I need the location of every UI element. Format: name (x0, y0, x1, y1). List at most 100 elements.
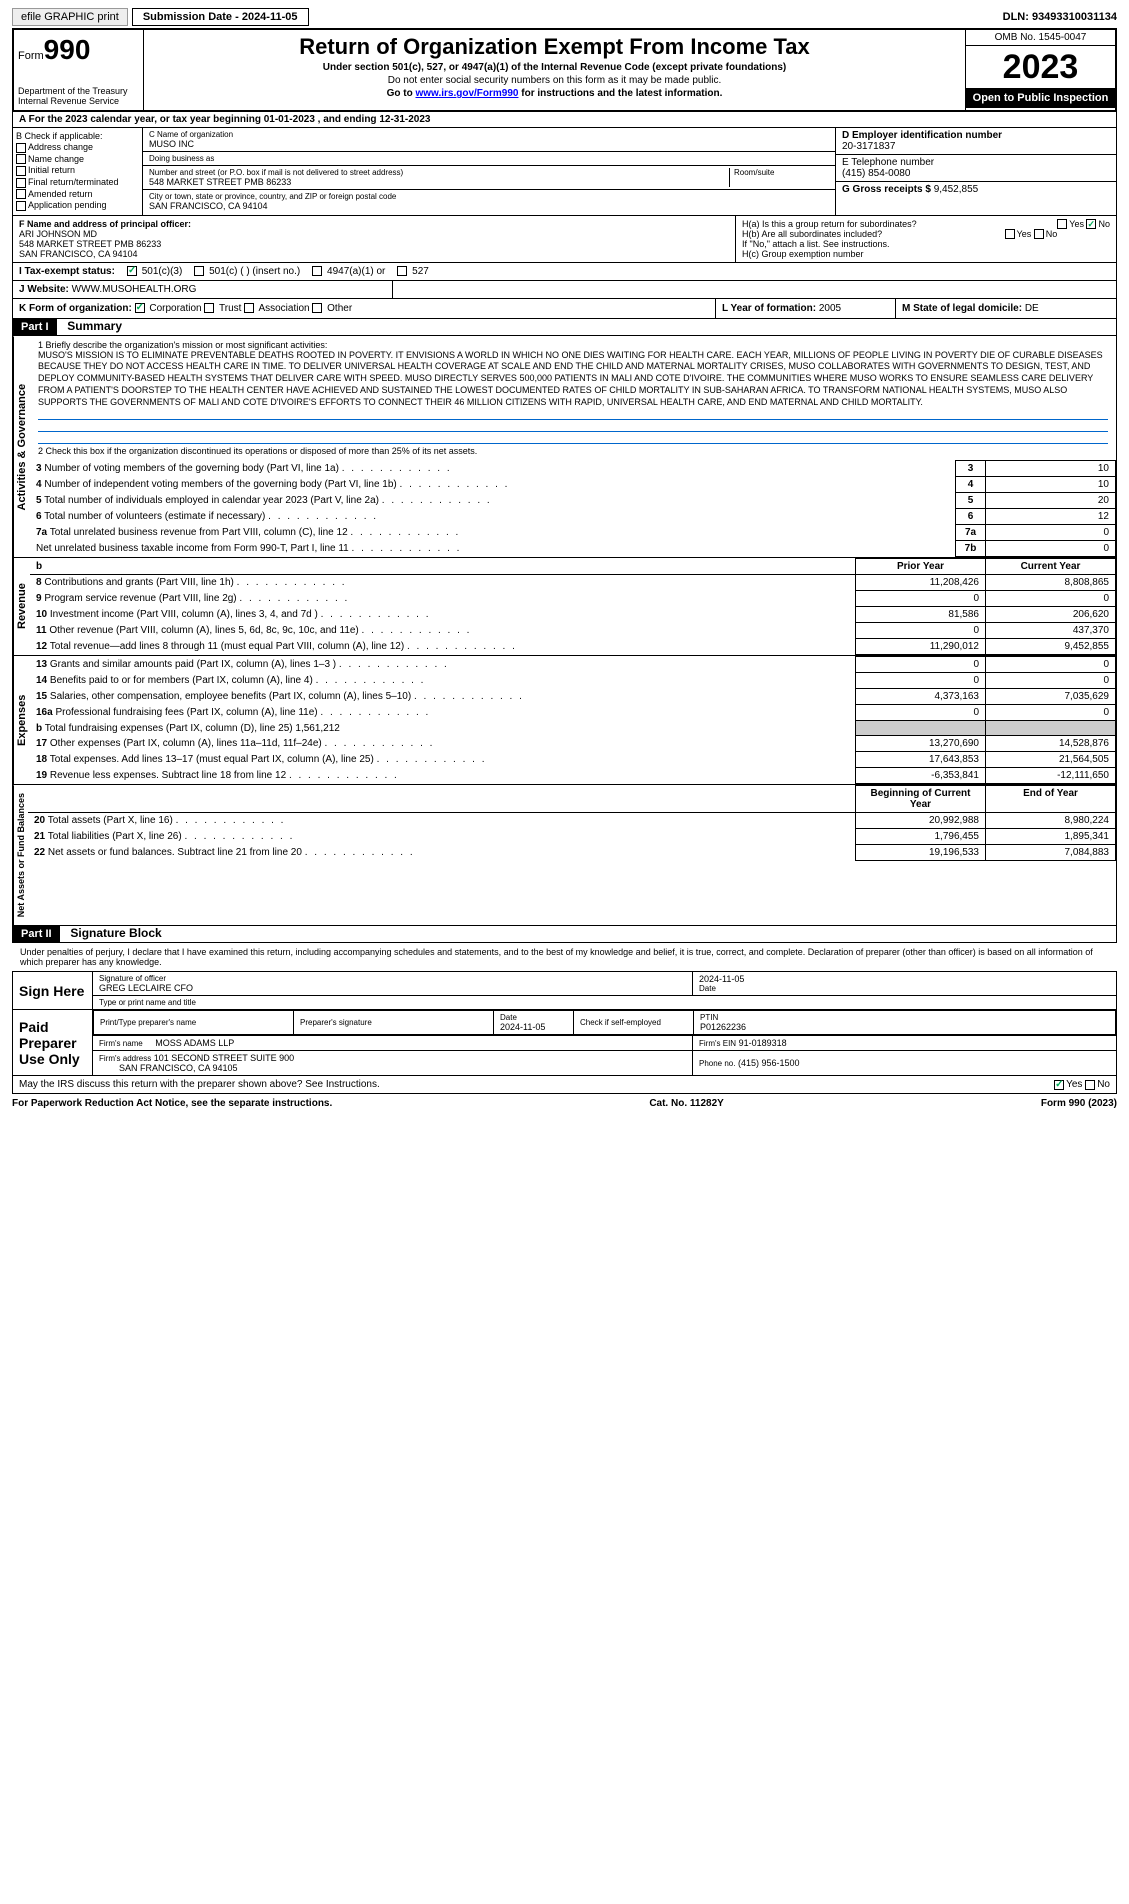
instructions-link-row: Go to www.irs.gov/Form990 for instructio… (152, 88, 957, 99)
revenue-table: bPrior YearCurrent Year8 Contributions a… (30, 558, 1116, 655)
form-subtitle: Under section 501(c), 527, or 4947(a)(1)… (152, 62, 957, 73)
chk-pending[interactable] (16, 201, 26, 211)
blue-line (38, 434, 1108, 444)
part1-title: Summary (59, 317, 130, 335)
officer-name: ARI JOHNSON MD (19, 229, 729, 239)
phone-value: (415) 854-0080 (842, 168, 1110, 179)
firm-city: SAN FRANCISCO, CA 94105 (119, 1063, 238, 1073)
chk-address[interactable] (16, 143, 26, 153)
org-name-label: C Name of organization (149, 130, 829, 139)
chk-name[interactable] (16, 154, 26, 164)
tax-status-row: I Tax-exempt status: 501(c)(3) 501(c) ( … (12, 263, 1117, 281)
state-domicile-label: M State of legal domicile: (902, 303, 1022, 314)
footer: For Paperwork Reduction Act Notice, see … (12, 1094, 1117, 1113)
net-assets-table: Beginning of Current YearEnd of Year20 T… (28, 785, 1116, 861)
info-grid: B Check if applicable: Address change Na… (12, 128, 1117, 216)
chk-501c[interactable] (194, 266, 204, 276)
topbar: efile GRAPHIC print Submission Date - 20… (12, 8, 1117, 26)
form-org-row: K Form of organization: Corporation Trus… (12, 299, 1117, 319)
hb-label: H(b) Are all subordinates included? (742, 229, 882, 239)
chk-discuss-yes[interactable] (1054, 1080, 1064, 1090)
mission-label: 1 Briefly describe the organization's mi… (38, 340, 1108, 350)
ein-value: 20-3171837 (842, 141, 1110, 152)
website-label: J Website: (19, 284, 69, 295)
officer-addr2: SAN FRANCISCO, CA 94104 (19, 249, 729, 259)
year-formation: 2005 (819, 303, 841, 314)
footer-right: Form 990 (2023) (1041, 1098, 1117, 1109)
firm-addr: 101 SECOND STREET SUITE 900 (154, 1053, 294, 1063)
chk-corp[interactable] (135, 303, 145, 313)
discuss-label: May the IRS discuss this return with the… (19, 1079, 380, 1090)
blue-line (38, 422, 1108, 432)
sign-here-label: Sign Here (13, 972, 93, 1010)
chk-527[interactable] (397, 266, 407, 276)
form-org-label: K Form of organization: (19, 303, 132, 314)
blue-line (38, 410, 1108, 420)
vert-activities: Activities & Governance (13, 336, 30, 557)
city-label: City or town, state or province, country… (149, 192, 829, 201)
sig-officer-label: Signature of officer (99, 974, 686, 983)
print-button[interactable]: efile GRAPHIC print (12, 8, 128, 26)
declaration-text: Under penalties of perjury, I declare th… (12, 943, 1117, 971)
vert-expenses: Expenses (13, 656, 30, 784)
chk-hb-yes[interactable] (1005, 229, 1015, 239)
officer-row: F Name and address of principal officer:… (12, 216, 1117, 263)
gross-label: G Gross receipts $ (842, 184, 931, 195)
chk-trust[interactable] (204, 303, 214, 313)
ssn-note: Do not enter social security numbers on … (152, 75, 957, 86)
chk-other[interactable] (312, 303, 322, 313)
mission-text: MUSO'S MISSION IS TO ELIMINATE PREVENTAB… (38, 350, 1108, 408)
vert-net-assets: Net Assets or Fund Balances (13, 785, 28, 925)
state-domicile: DE (1025, 303, 1039, 314)
chk-hb-no[interactable] (1034, 229, 1044, 239)
irs-link[interactable]: www.irs.gov/Form990 (415, 88, 518, 99)
line2: 2 Check this box if the organization dis… (38, 446, 1108, 456)
gross-value: 9,452,855 (934, 184, 979, 195)
room-label: Room/suite (734, 168, 829, 177)
officer-sig-name: GREG LECLAIRE CFO (99, 983, 686, 993)
tax-status-label: I Tax-exempt status: (19, 266, 115, 277)
chk-501c3[interactable] (127, 266, 137, 276)
expenses-section: Expenses 13 Grants and similar amounts p… (12, 656, 1117, 785)
website-row: J Website: WWW.MUSOHEALTH.ORG (12, 281, 1117, 299)
chk-initial[interactable] (16, 166, 26, 176)
dept-treasury: Department of the Treasury Internal Reve… (18, 86, 139, 106)
footer-mid: Cat. No. 11282Y (649, 1098, 723, 1109)
hc-label: H(c) Group exemption number (742, 249, 1110, 259)
chk-4947[interactable] (312, 266, 322, 276)
part1-header: Part I (13, 319, 57, 335)
firm-name: MOSS ADAMS LLP (155, 1038, 234, 1048)
expenses-table: 13 Grants and similar amounts paid (Part… (30, 656, 1116, 784)
signature-table: Sign Here Signature of officerGREG LECLA… (12, 971, 1117, 1076)
open-public: Open to Public Inspection (966, 88, 1115, 108)
vert-revenue: Revenue (13, 558, 30, 655)
year-formation-label: L Year of formation: (722, 303, 816, 314)
footer-left: For Paperwork Reduction Act Notice, see … (12, 1098, 332, 1109)
chk-amended[interactable] (16, 189, 26, 199)
chk-ha-yes[interactable] (1057, 219, 1067, 229)
city-value: SAN FRANCISCO, CA 94104 (149, 201, 829, 211)
street-label: Number and street (or P.O. box if mail i… (149, 168, 729, 177)
chk-assoc[interactable] (244, 303, 254, 313)
org-name: MUSO INC (149, 139, 829, 149)
box-b-title: B Check if applicable: (16, 131, 139, 141)
firm-phone: (415) 956-1500 (738, 1058, 800, 1068)
type-name-label: Type or print name and title (99, 998, 1110, 1007)
form-title: Return of Organization Exempt From Incom… (152, 34, 957, 60)
dln: DLN: 93493310031134 (1003, 11, 1117, 23)
street-value: 548 MARKET STREET PMB 86233 (149, 177, 729, 187)
activities-governance-section: Activities & Governance 1 Briefly descri… (12, 336, 1117, 558)
chk-final[interactable] (16, 178, 26, 188)
chk-ha-no[interactable] (1086, 219, 1096, 229)
paid-preparer-label: Paid Preparer Use Only (13, 1010, 93, 1076)
calendar-year: A For the 2023 calendar year, or tax yea… (12, 112, 1117, 128)
hb-note: If "No," attach a list. See instructions… (742, 239, 1110, 249)
chk-discuss-no[interactable] (1085, 1080, 1095, 1090)
sig-date: 2024-11-05 (699, 974, 1110, 984)
form-number: Form990 (18, 34, 139, 66)
part2-header: Part II (13, 926, 60, 942)
firm-ein: 91-0189318 (739, 1038, 787, 1048)
net-assets-section: Net Assets or Fund Balances Beginning of… (12, 785, 1117, 926)
ha-label: H(a) Is this a group return for subordin… (742, 219, 917, 229)
form-header: Form990 Department of the Treasury Inter… (12, 28, 1117, 112)
